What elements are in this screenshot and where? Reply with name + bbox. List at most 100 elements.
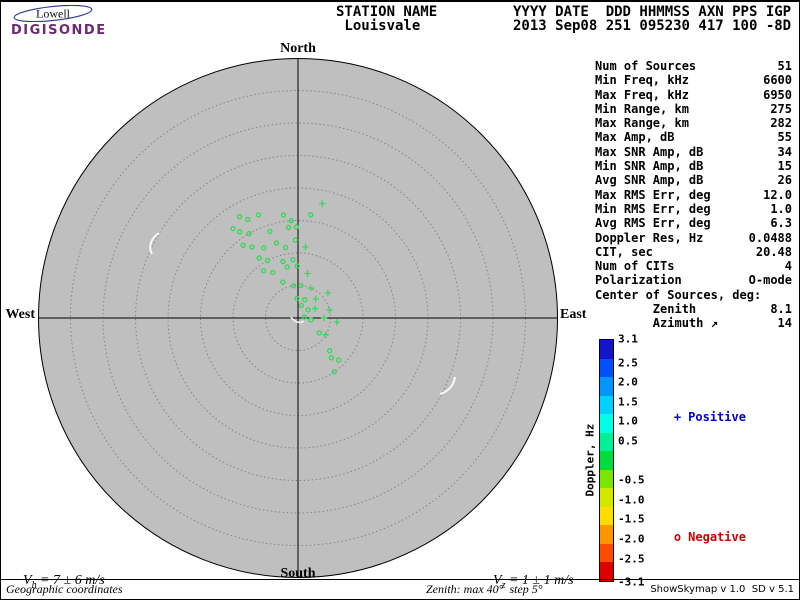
stat-row: Polarization O-mode (595, 273, 792, 287)
stat-value: 15 (777, 159, 792, 174)
source-point-negative (249, 244, 255, 250)
skymap-plot (38, 58, 558, 578)
colorbar-tick: 0.5 (618, 434, 638, 448)
header-label: PPS (732, 4, 758, 20)
colorbar-tick: -2.5 (618, 552, 645, 565)
source-point-negative (230, 225, 236, 232)
stat-row: Avg SNR Amp, dB 26 (595, 173, 792, 187)
source-point-negative (282, 244, 289, 251)
horizontal-velocity-readout: Vh = 7 ± 6 m/s (9, 557, 105, 599)
source-point-negative (316, 330, 322, 336)
source-point-negative (288, 217, 294, 224)
source-point-negative (285, 224, 292, 231)
source-point-negative (256, 255, 262, 261)
stat-row: Min Range, km 275 (595, 102, 792, 116)
software-version-label: ShowSkymap v 1.0 SD v 5.1 (650, 584, 794, 595)
stat-value: 8.1 (770, 302, 792, 317)
stat-label: Num of Sources (595, 59, 697, 73)
vh-value: = 7 ± 6 m/s (36, 573, 105, 588)
measurement-stats-panel: Num of Sources 51 Min Freq, kHz 6600 Max Fre… (595, 59, 792, 331)
source-point-negative (280, 279, 286, 285)
colorbar-title: Doppler, Hz (583, 423, 597, 497)
artifact-arc-right (439, 376, 456, 395)
source-point-positive (326, 306, 333, 314)
stat-label: Max Freq, kHz (595, 87, 689, 102)
header-value: Louisvale (344, 18, 421, 34)
source-point-negative (308, 212, 314, 218)
colorbar-band (600, 414, 613, 433)
colorbar-band (600, 358, 613, 378)
compass-label-north: North (280, 41, 316, 56)
source-point-negative (260, 267, 267, 274)
stat-value: 6.3 (770, 216, 792, 231)
source-point-negative (264, 257, 271, 264)
header-value: 2013 Sep08 (513, 18, 598, 34)
stat-value: 6600 (763, 73, 792, 88)
source-point-positive (333, 318, 340, 326)
source-point-negative (240, 242, 246, 249)
stat-label: Polarization (595, 273, 682, 288)
stat-label: Avg SNR Amp, dB (595, 173, 704, 188)
compass-label-east: East (560, 307, 587, 322)
header-value: 100 (732, 18, 758, 34)
source-point-negative (328, 355, 335, 361)
stat-label: Max SNR Amp, dB (595, 144, 704, 159)
stat-label: Min RMS Err, deg (595, 201, 711, 216)
stat-row: Min RMS Err, deg 1.0 (595, 202, 792, 216)
coordinate-system-label: Geographic coordinates (6, 582, 123, 596)
stat-label: Min Range, km (595, 101, 689, 116)
header-value: -8D (765, 18, 792, 34)
vz-symbol: V (493, 573, 502, 588)
source-point-negative (273, 240, 280, 246)
colorbar-band (600, 377, 613, 396)
source-point-negative (270, 269, 276, 276)
colorbar-tick: -1.5 (618, 512, 645, 526)
source-point-negative (308, 317, 314, 323)
stat-row: Azimuth ↗ 14 (595, 316, 792, 330)
stat-label: Max RMS Err, deg (595, 187, 711, 202)
stat-value: 26 (777, 173, 792, 188)
header-value: 251 (605, 18, 631, 34)
source-point-negative (298, 282, 304, 289)
colorbar-band (600, 451, 613, 470)
stat-row: Avg RMS Err, deg 6.3 (595, 216, 792, 230)
colorbar-band (600, 469, 613, 489)
stat-value: 20.48 (755, 244, 792, 259)
source-point-negative (294, 263, 300, 269)
skymap-plot-area (38, 58, 558, 578)
legend-positive-label: Positive (688, 410, 746, 424)
source-point-positive (302, 243, 309, 251)
stat-value: 275 (770, 101, 792, 116)
header-value: 095230 (639, 18, 690, 34)
vz-subscript: z (501, 579, 506, 591)
source-point-negative (305, 307, 311, 313)
source-point-positive (322, 331, 330, 338)
colorbar-band (600, 395, 613, 415)
source-point-negative (326, 348, 333, 354)
vz-value: = 1 ± 1 m/s (505, 573, 574, 588)
source-point-negative (292, 237, 298, 243)
compass-label-west: West (5, 307, 35, 322)
stat-row: Min SNR Amp, dB 15 (595, 159, 792, 173)
stat-value: 14 (777, 316, 792, 331)
source-point-positive (312, 295, 319, 303)
source-point-negative (237, 229, 243, 235)
header-label: DDD (605, 4, 631, 20)
colorbar-tick: -1.0 (618, 493, 645, 507)
colorbar-tick: 2.0 (618, 375, 638, 389)
stat-row: Min Freq, kHz 6600 (595, 73, 792, 87)
stat-value: 51 (777, 59, 792, 73)
stat-label: Azimuth ↗ (595, 316, 718, 331)
stat-row: Max RMS Err, deg 12.0 (595, 188, 792, 202)
compass-label-south: South (280, 566, 316, 581)
stat-label: Min Freq, kHz (595, 73, 689, 88)
stat-value: 12.0 (763, 187, 792, 202)
colorbar-ticks: 3.1 2.5 2.0 1.5 1.0 0.5 -0.5 -1.0 -1.5 -2.0 -2.5 -3… (618, 333, 663, 589)
header-label: IGP (765, 4, 792, 20)
stat-label: Min SNR Amp, dB (595, 159, 704, 174)
stat-value: 34 (777, 144, 792, 159)
stat-value: 0.0488 (748, 230, 792, 245)
logo-product-text: DIGISONDE (11, 23, 107, 38)
stat-value: 1.0 (770, 201, 792, 216)
colorbar-band (600, 525, 613, 544)
